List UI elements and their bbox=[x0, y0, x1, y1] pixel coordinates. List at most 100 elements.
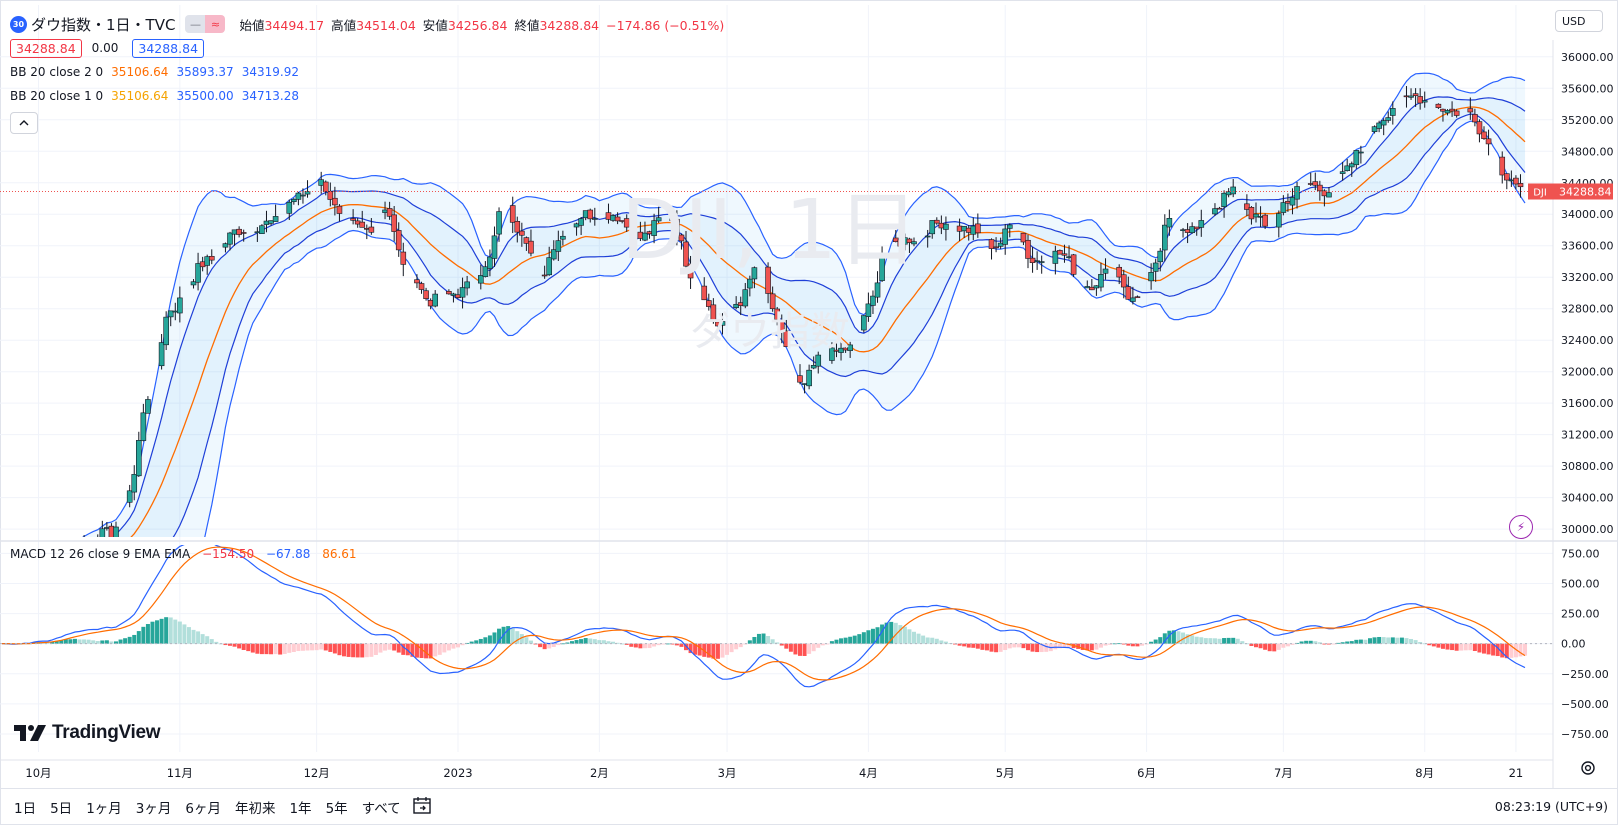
candle-body bbox=[254, 231, 261, 234]
candle-body bbox=[222, 243, 229, 248]
macd-hist-bar bbox=[1486, 643, 1491, 655]
candle-body bbox=[350, 218, 356, 221]
chart-style-toggle[interactable]: — ≈ bbox=[185, 15, 226, 33]
symbol-title[interactable]: ダウ指数・1日・TVC bbox=[31, 15, 176, 34]
macd-hist-bar bbox=[574, 640, 579, 644]
macd-hist-bar bbox=[793, 643, 798, 655]
range-button[interactable]: 1ヶ月 bbox=[86, 801, 122, 817]
currency-selector[interactable]: USD bbox=[1555, 10, 1603, 32]
macd-hist-bar bbox=[752, 636, 757, 644]
legend-collapse-button[interactable] bbox=[10, 112, 38, 134]
range-button[interactable]: 6ヶ月 bbox=[185, 801, 221, 817]
macd-hist-bar bbox=[328, 643, 333, 652]
candle-body bbox=[865, 303, 872, 317]
macd-hist-bar bbox=[670, 643, 675, 645]
candle-body bbox=[195, 263, 201, 283]
macd-hist-bar bbox=[1130, 643, 1135, 647]
candle-body bbox=[423, 290, 429, 299]
candle-body bbox=[140, 412, 147, 441]
candle-body bbox=[924, 235, 931, 238]
candle-body bbox=[1070, 254, 1077, 275]
macd-hist-bar bbox=[1217, 638, 1222, 644]
macd-hist-bar bbox=[145, 624, 150, 644]
macd-hist-bar bbox=[1390, 637, 1395, 644]
price-tick-label: 36000.00 bbox=[1561, 51, 1614, 64]
range-button[interactable]: 1日 bbox=[14, 801, 37, 817]
macd-hist-bar bbox=[164, 617, 169, 644]
lightning-icon[interactable]: ⚡ bbox=[1509, 515, 1533, 539]
macd-hist-bar bbox=[1409, 638, 1414, 644]
macd-hist-bar bbox=[1299, 641, 1304, 644]
clock-timezone[interactable]: 08:23:19 (UTC+9) bbox=[1494, 799, 1608, 814]
macd-hist-bar bbox=[337, 643, 342, 656]
macd-hist-bar bbox=[738, 643, 743, 648]
macd-hist-bar bbox=[1399, 637, 1404, 644]
candle-body bbox=[1307, 183, 1314, 185]
candle-body bbox=[815, 354, 822, 367]
macd-hist-bar bbox=[843, 637, 848, 644]
candle-body bbox=[751, 267, 758, 280]
candle-body bbox=[418, 283, 425, 290]
range-button[interactable]: 3ヶ月 bbox=[135, 801, 172, 817]
bid-price-box[interactable]: 34288.84 bbox=[10, 38, 82, 58]
wave-style-icon[interactable]: ≈ bbox=[205, 15, 226, 33]
macd-hist-bar bbox=[319, 643, 324, 650]
macd-hist-bar bbox=[200, 634, 205, 644]
macd-hist-bar bbox=[483, 637, 488, 644]
ask-price-box[interactable]: 34288.84 bbox=[132, 38, 205, 58]
last-price-label: 34288.84 bbox=[1559, 186, 1612, 199]
range-button[interactable]: すべて bbox=[361, 801, 401, 817]
calendar-goto-icon[interactable] bbox=[412, 795, 432, 815]
macd-hist-bar bbox=[798, 643, 802, 656]
candle-body bbox=[291, 198, 297, 203]
macd-hist-bar bbox=[811, 643, 816, 652]
macd-hist-bar bbox=[729, 643, 734, 653]
macd-hist-bar bbox=[1057, 643, 1062, 649]
macd-hist-bar bbox=[1203, 638, 1208, 644]
tradingview-logo[interactable]: TradingView bbox=[14, 722, 161, 744]
candle-body bbox=[1344, 165, 1350, 172]
macd-hist-bar bbox=[1007, 643, 1012, 649]
candle-body bbox=[929, 220, 936, 235]
range-button[interactable]: 1年 bbox=[289, 801, 312, 817]
macd-hist-bar bbox=[95, 641, 100, 644]
ohlc-label: 始値 bbox=[239, 17, 265, 33]
macd-hist-bar bbox=[396, 643, 401, 653]
candle-body bbox=[395, 230, 402, 251]
candle-body bbox=[318, 179, 325, 186]
candle-body bbox=[1285, 200, 1291, 204]
bb1-label[interactable]: BB 20 close 1 0 bbox=[10, 89, 104, 103]
candle-body bbox=[806, 369, 812, 387]
macd-hist-bar bbox=[287, 643, 292, 653]
macd-hist-bar bbox=[1158, 637, 1163, 644]
macd-hist-bar bbox=[168, 617, 173, 644]
candle-body bbox=[555, 240, 562, 252]
macd-hist-bar bbox=[957, 643, 962, 646]
macd-label[interactable]: MACD 12 26 close 9 EMA EMA bbox=[10, 547, 191, 561]
range-button[interactable]: 年初来 bbox=[234, 801, 276, 817]
candle-body bbox=[651, 220, 657, 236]
candle-body bbox=[382, 209, 388, 213]
candle-body bbox=[41, 570, 46, 571]
bb2-label[interactable]: BB 20 close 2 0 bbox=[10, 65, 104, 79]
macd-hist-bar bbox=[875, 627, 880, 644]
candle-body bbox=[1289, 197, 1296, 206]
candle-body bbox=[446, 291, 452, 295]
candle-body bbox=[747, 278, 753, 289]
macd-hist-value: −154.50 bbox=[202, 547, 255, 561]
line-style-icon[interactable]: — bbox=[185, 15, 206, 33]
macd-hist-bar bbox=[756, 633, 761, 644]
macd-tick-label: 0.00 bbox=[1561, 638, 1586, 651]
macd-hist-bar bbox=[1345, 641, 1350, 644]
range-button[interactable]: 5年 bbox=[325, 801, 348, 817]
macd-hist-bar bbox=[601, 640, 606, 644]
price-tick-label: 34000.00 bbox=[1561, 208, 1614, 221]
candle-body bbox=[368, 226, 375, 233]
range-button[interactable]: 5日 bbox=[50, 801, 73, 817]
candle-body bbox=[701, 285, 708, 301]
macd-hist-bar bbox=[118, 639, 123, 644]
gear-icon[interactable] bbox=[1578, 758, 1598, 778]
price-tick-label: 32000.00 bbox=[1561, 366, 1614, 379]
macd-hist-bar bbox=[1263, 643, 1268, 650]
